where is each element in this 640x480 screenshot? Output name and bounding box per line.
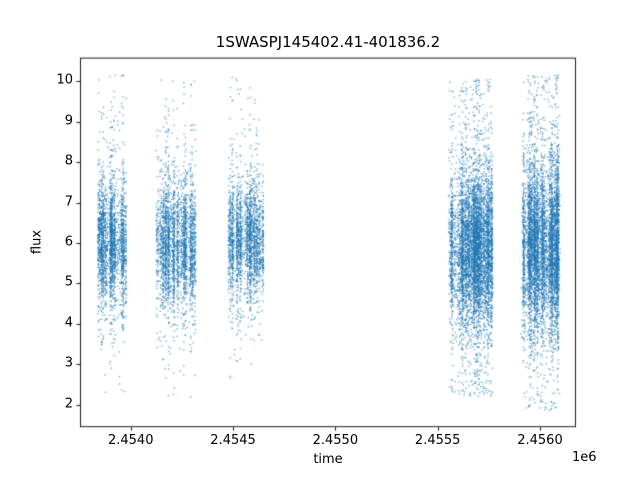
- x-tick-label: 2.4545: [210, 433, 256, 448]
- x-tick-label: 2.4560: [517, 433, 563, 448]
- y-tick-label: 8: [64, 153, 73, 169]
- x-axis-label: time: [313, 452, 343, 467]
- y-tick-label: 6: [64, 234, 73, 250]
- x-axis-offset-text: 1e6: [572, 450, 597, 465]
- y-tick-label: 7: [64, 194, 73, 210]
- y-tick-label: 10: [56, 72, 73, 88]
- y-tick-label: 5: [64, 274, 73, 290]
- x-tick-label: 2.4555: [414, 433, 461, 448]
- y-tick-label: 2: [64, 396, 73, 412]
- chart-title: 1SWASPJ145402.41-401836.2: [215, 33, 441, 51]
- x-tick-label: 2.4540: [107, 433, 154, 448]
- x-tick-label: 2.4550: [312, 433, 359, 448]
- y-tick-label: 4: [64, 315, 73, 331]
- y-tick-label: 9: [64, 113, 73, 129]
- y-tick-label: 3: [64, 355, 73, 371]
